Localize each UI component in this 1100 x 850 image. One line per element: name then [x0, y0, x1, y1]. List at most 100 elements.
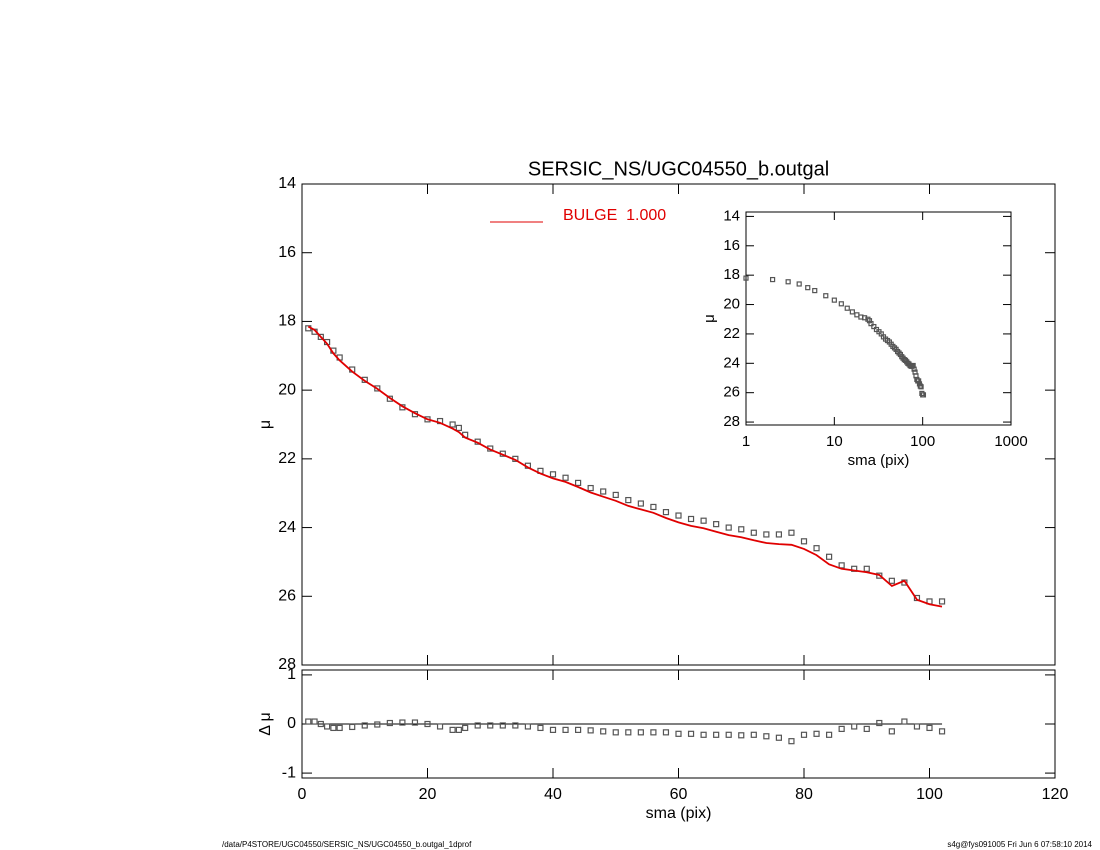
data-point	[938, 728, 946, 735]
data-point	[386, 719, 393, 727]
data-point	[775, 734, 783, 741]
data-point	[524, 723, 532, 730]
data-point	[537, 724, 544, 732]
y-tick-label: 14	[278, 175, 296, 192]
plot-frame	[745, 211, 1012, 426]
y-tick-label: 20	[723, 296, 740, 313]
y-tick-label: 26	[278, 588, 296, 605]
data-point	[317, 720, 324, 728]
data-point	[775, 531, 783, 538]
y-tick-label: 22	[278, 450, 296, 467]
data-point	[800, 538, 808, 545]
legend-label: BULGE 1.000	[563, 207, 666, 224]
data-point	[738, 526, 745, 533]
x-tick-label: 100	[910, 433, 935, 450]
data-point	[700, 517, 707, 524]
data-point	[587, 484, 594, 492]
data-point	[587, 727, 594, 734]
x-tick-label: 120	[1042, 786, 1069, 803]
y-tick-label: 16	[723, 237, 740, 254]
data-point	[317, 333, 324, 340]
data-point	[449, 726, 456, 733]
y-tick-label: 24	[723, 354, 740, 371]
data-point	[374, 385, 381, 392]
data-point	[650, 729, 657, 736]
y-tick-label: 28	[723, 413, 740, 430]
data-point	[901, 718, 908, 725]
data-point	[831, 297, 837, 303]
data-point	[788, 738, 795, 745]
data-point	[311, 718, 318, 725]
y-tick-label: 18	[278, 313, 296, 330]
data-point	[600, 728, 607, 735]
y-tick-label: 20	[278, 381, 296, 398]
x-tick-label: 0	[298, 786, 307, 803]
data-point	[474, 722, 481, 729]
data-point	[637, 500, 644, 507]
y-axis-label: Δ μ	[257, 712, 274, 735]
data-point	[763, 733, 770, 740]
x-tick-label: 40	[544, 786, 562, 803]
data-point	[361, 722, 368, 729]
data-point	[349, 723, 356, 731]
data-point	[625, 729, 632, 736]
y-tick-label: 24	[278, 519, 296, 536]
data-point	[813, 730, 820, 737]
data-point	[612, 491, 619, 499]
data-point	[805, 285, 811, 291]
data-point	[713, 521, 720, 528]
data-point	[574, 726, 582, 733]
footer-right: s4g@fys091005 Fri Jun 6 07:58:10 2014	[947, 840, 1092, 849]
y-tick-label: 14	[723, 207, 740, 224]
data-point	[916, 378, 922, 384]
data-point	[687, 515, 695, 523]
data-point	[863, 565, 870, 572]
data-point	[449, 421, 456, 428]
data-point	[411, 719, 419, 726]
data-point	[926, 724, 933, 732]
data-point	[424, 720, 431, 728]
data-point	[876, 719, 883, 727]
data-point	[888, 577, 895, 584]
data-point	[713, 731, 720, 738]
data-point	[562, 474, 569, 481]
x-tick-label: 1	[742, 433, 750, 450]
y-tick-label: 22	[723, 325, 740, 342]
data-point	[336, 724, 343, 732]
x-tick-label: 80	[795, 786, 813, 803]
x-tick-label: 60	[670, 786, 688, 803]
data-point	[305, 718, 312, 725]
y-axis-label: μ	[701, 314, 718, 323]
data-point	[796, 281, 802, 287]
model-line	[307, 325, 943, 608]
data-point	[399, 719, 406, 726]
chart-title: SERSIC_NS/UGC04550_b.outgal	[528, 158, 829, 180]
data-point	[436, 723, 444, 730]
data-point	[838, 725, 845, 733]
data-point	[738, 732, 745, 739]
data-point	[917, 383, 923, 389]
data-point	[911, 366, 917, 372]
data-point	[871, 323, 877, 330]
data-point	[868, 321, 874, 327]
data-point	[876, 572, 883, 579]
data-point	[637, 729, 644, 736]
data-point	[675, 730, 682, 737]
data-point	[462, 724, 469, 732]
data-point	[838, 301, 844, 307]
data-point	[499, 722, 506, 729]
data-point	[455, 424, 462, 432]
data-point	[825, 731, 833, 738]
data-point	[675, 512, 682, 519]
data-point	[487, 722, 494, 729]
data-point	[625, 496, 632, 504]
data-point	[687, 730, 695, 737]
data-point	[324, 723, 331, 730]
x-axis-label: sma (pix)	[646, 805, 712, 822]
data-point	[700, 731, 707, 738]
data-point	[725, 731, 732, 738]
data-point	[374, 721, 381, 728]
data-point	[823, 293, 829, 299]
data-point	[750, 529, 757, 536]
data-point	[512, 722, 519, 729]
